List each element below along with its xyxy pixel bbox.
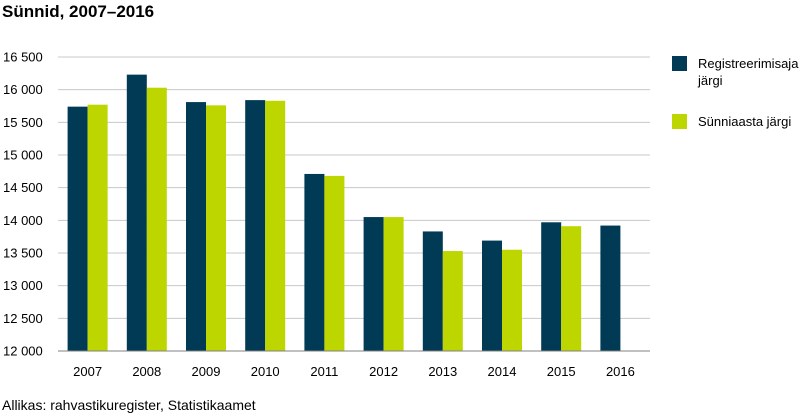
bars xyxy=(67,74,621,352)
x-tick-label: 2014 xyxy=(488,364,517,379)
chart-title: Sünnid, 2007–2016 xyxy=(2,2,155,21)
bar-registreerimisaja-2008 xyxy=(126,74,147,351)
bar-synniaasta-2007 xyxy=(87,104,108,352)
y-tick-label: 16 500 xyxy=(3,50,43,65)
x-tick-label: 2013 xyxy=(428,364,457,379)
bar-registreerimisaja-2010 xyxy=(245,100,266,352)
bar-registreerimisaja-2012 xyxy=(363,217,384,351)
bar-registreerimisaja-2011 xyxy=(304,173,325,351)
bar-synniaasta-2012 xyxy=(383,217,404,351)
x-tick-label: 2011 xyxy=(310,364,338,379)
bar-synniaasta-2014 xyxy=(502,249,522,351)
y-tick-label: 14 500 xyxy=(3,180,43,195)
y-tick-label: 14 000 xyxy=(3,213,43,228)
x-tick-label: 2009 xyxy=(192,364,221,379)
bar-synniaasta-2011 xyxy=(324,175,345,351)
axes: 12 000 12 500 13 000 13 500 14 000 14 500 15 0… xyxy=(3,50,650,379)
y-tick-label: 12 500 xyxy=(3,311,43,326)
x-tick-label: 2012 xyxy=(369,364,398,379)
legend-swatch-registreerimisaja xyxy=(672,56,687,71)
bar-synniaasta-2008 xyxy=(146,87,167,351)
y-tick-label: 13 500 xyxy=(3,246,43,261)
x-tick-label: 2010 xyxy=(251,364,280,379)
legend-label-synniaasta: Sünniaasta järgi xyxy=(698,114,792,129)
legend-label-registreerimisaja: Registreerimisaja järgi xyxy=(698,56,799,88)
y-tick-label: 15 000 xyxy=(3,148,43,163)
x-tick-label: 2007 xyxy=(73,364,102,379)
bar-registreerimisaja-2013 xyxy=(422,231,443,351)
y-tick-label: 13 000 xyxy=(3,278,43,293)
bar-registreerimisaja-2015 xyxy=(541,222,562,351)
y-tick-label: 12 000 xyxy=(3,344,43,359)
legend-swatch-synniaasta xyxy=(672,114,687,129)
bar-registreerimisaja-2007 xyxy=(67,106,88,351)
bar-registreerimisaja-2009 xyxy=(186,102,206,351)
x-tick-label: 2008 xyxy=(132,364,161,379)
y-tick-label: 15 500 xyxy=(3,115,43,130)
source-note: Allikas: rahvastikuregister, Statistikaa… xyxy=(2,397,256,413)
bar-registreerimisaja-2014 xyxy=(482,240,502,351)
bar-synniaasta-2013 xyxy=(442,251,463,351)
y-tick-label: 16 000 xyxy=(3,82,43,97)
bar-registreerimisaja-2016 xyxy=(600,225,621,351)
bar-synniaasta-2010 xyxy=(265,100,286,351)
bar-synniaasta-2015 xyxy=(561,226,582,351)
bar-synniaasta-2009 xyxy=(206,105,226,351)
x-tick-label: 2015 xyxy=(547,364,576,379)
x-tick-label: 2016 xyxy=(606,364,635,379)
